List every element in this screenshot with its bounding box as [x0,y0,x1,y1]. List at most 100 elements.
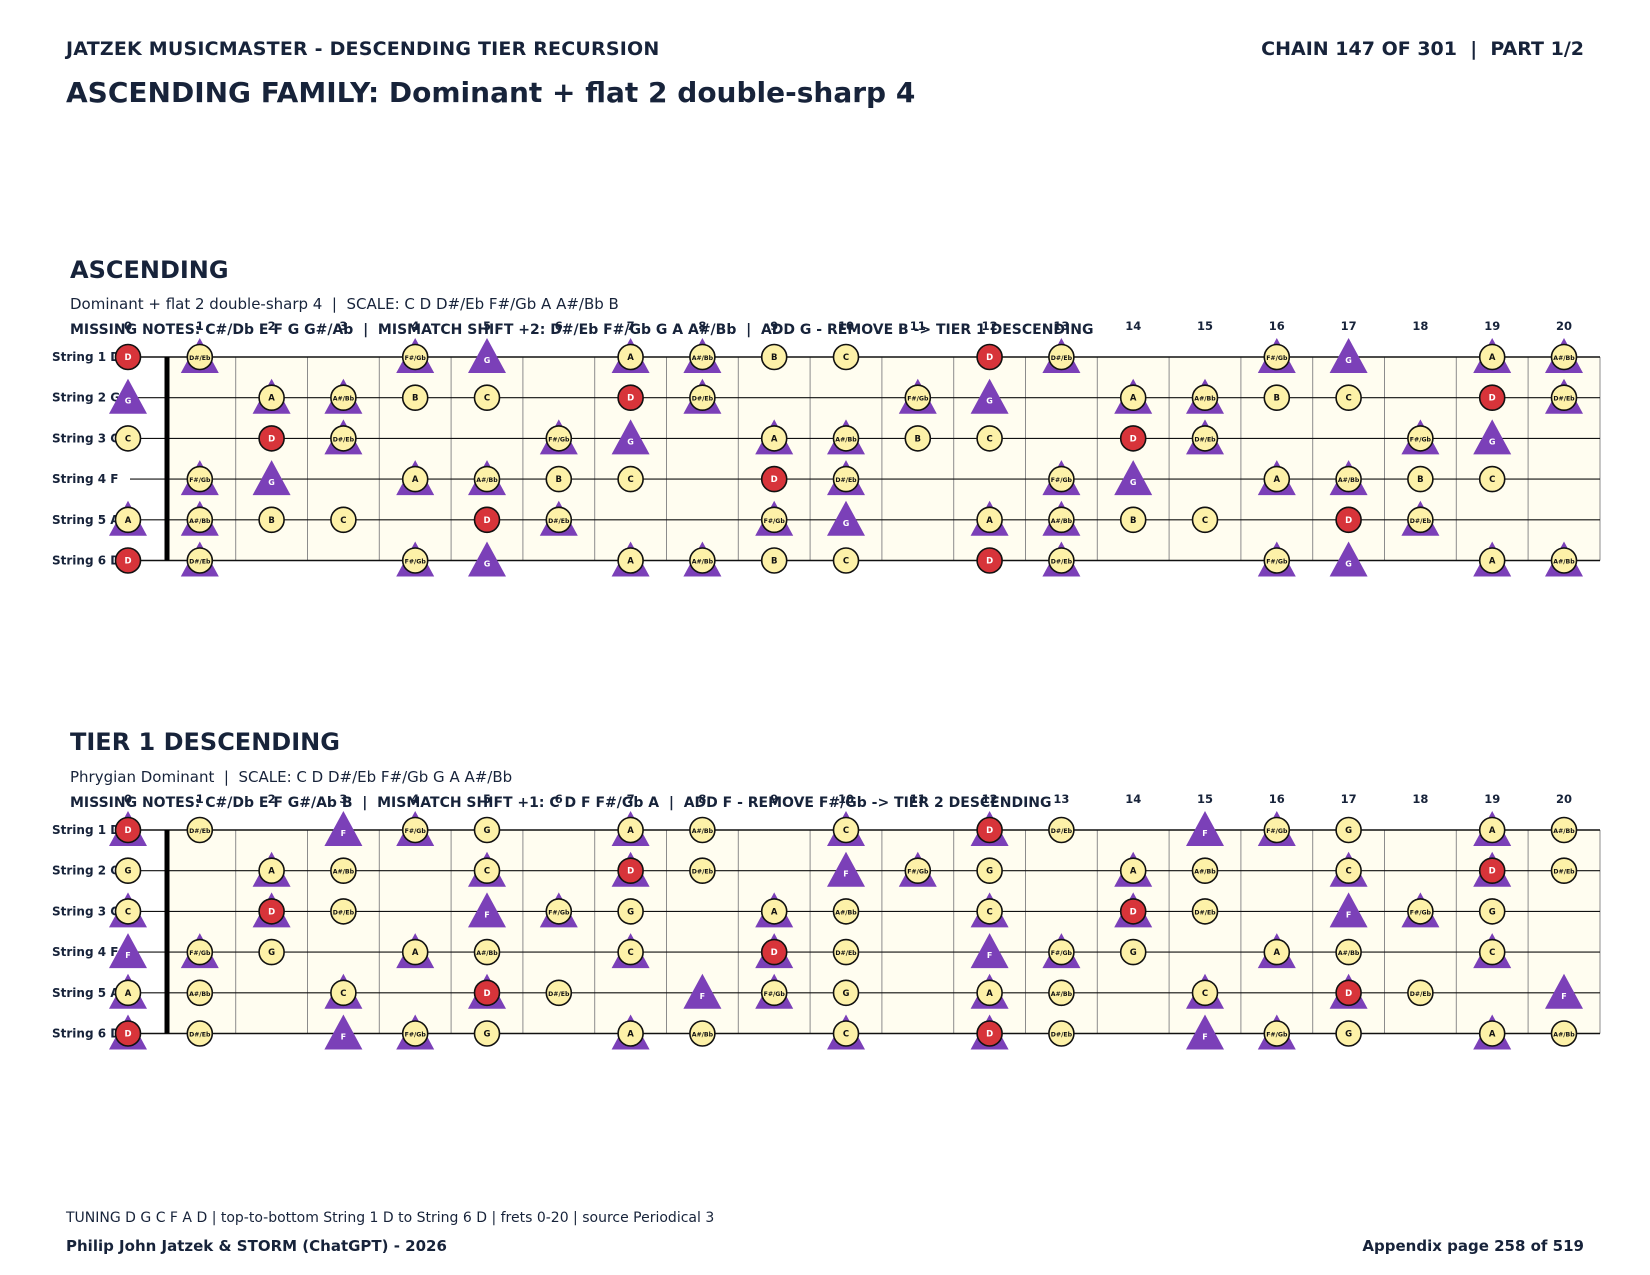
note-label: F#/Gb [764,991,786,998]
note-circle [1048,506,1075,534]
note-marker-d: D [1114,892,1153,928]
note-marker-a: A [611,338,650,373]
note-marker-c: C [109,892,147,928]
note-marker-c: C [611,933,650,969]
note-marker-a: A [1257,933,1296,969]
note-label: G [125,867,132,877]
root-note-circle [1478,857,1506,885]
note-label: G [986,397,993,406]
note-marker-ds-eb: D#/Eb [180,541,219,577]
note-label: A [1130,867,1137,877]
root-note-circle [617,384,644,412]
note-marker-d: D [976,343,1003,371]
note-label: D [1489,867,1496,877]
note-label: D [124,353,131,363]
note-label: A#/Bb [1194,396,1216,403]
section-scale-tier1-descending: Phrygian Dominant | SCALE: C D D#/Eb F#/… [70,768,513,786]
note-label: F#/Gb [405,828,427,835]
note-circle [1407,979,1434,1007]
note-marker-ds-eb: D#/Eb [1191,898,1219,925]
note-label: F#/Gb [1266,355,1288,362]
note-circle [1048,816,1075,844]
note-circle [832,979,860,1007]
note-marker-as-bb: A#/Bb [324,378,363,414]
note-marker-c: C [473,384,501,412]
note-circle [401,1020,429,1047]
note-label: G [1489,907,1496,917]
note-circle [545,465,573,493]
root-note-circle [473,506,501,534]
note-label: D#/Eb [692,396,714,403]
note-circle [186,506,214,534]
note-marker-g: G [617,898,644,925]
mismatch-triangle [1186,1014,1224,1050]
note-label: A#/Bb [189,991,211,998]
note-label: G [1345,560,1352,569]
note-circle [114,898,142,925]
note-label: C [843,826,849,836]
note-marker-d: D [976,547,1003,574]
fret-number: 11 [910,792,926,806]
note-marker-as-bb: A#/Bb [689,1020,716,1047]
note-marker-d: D [109,1014,147,1050]
note-marker-fs-gb: F#/Gb [755,973,794,1009]
note-circle [617,898,644,925]
note-label: F#/Gb [1410,436,1432,443]
note-label: D [483,989,490,999]
note-marker-d: D [1478,384,1506,412]
mismatch-triangle [970,378,1009,414]
note-marker-g: G [473,1020,501,1047]
note-circle [832,465,860,493]
note-marker-c: C [330,506,357,534]
note-circle [186,465,214,493]
fret-number: 4 [411,792,419,806]
note-label: F#/Gb [1051,477,1073,484]
fretboard-ascending: String 1 D String 2 G String 3 C String 4 F… [52,319,1601,577]
note-marker-as-bb: A#/Bb [1186,378,1224,414]
note-label: C [1345,394,1351,404]
note-circle [1335,938,1362,966]
note-label: C [843,353,849,363]
note-marker-f: F [324,811,363,846]
note-label: F#/Gb [405,1032,427,1039]
fret-number: 17 [1341,792,1357,806]
note-circle [832,1020,860,1047]
note-label: A [1489,557,1496,567]
note-marker-a: A [252,851,291,887]
note-circle [617,816,644,844]
note-label: C [1202,516,1208,526]
note-marker-a: A [109,500,147,536]
note-marker-g: G [1478,898,1506,925]
page-number: Appendix page 258 of 519 [1362,1237,1584,1255]
note-label: F#/Gb [548,909,570,916]
note-circle [689,816,716,844]
note-marker-as-bb: A#/Bb [1550,816,1578,844]
note-label: A [627,826,634,836]
note-marker-fs-gb: F#/Gb [1042,933,1081,969]
note-label: D [1130,907,1137,917]
note-circle [1478,816,1506,844]
note-label: D#/Eb [548,518,570,525]
section-missing-tier1-descending: MISSING NOTES: C#/Db E F G#/Ab B | MISMA… [70,795,1052,811]
note-circle [186,1020,214,1047]
fret-number: 6 [555,792,563,806]
note-marker-c: C [617,465,644,493]
fret-number: 20 [1556,792,1572,806]
note-label: F [700,992,705,1001]
note-circle [832,343,860,371]
root-note-circle [473,979,501,1007]
note-circle [976,506,1003,534]
note-marker-g: G [1473,419,1512,455]
note-label: C [340,989,346,999]
note-marker-a: A [755,892,794,928]
note-marker-b: B [1119,506,1147,534]
note-label: A#/Bb [692,355,714,362]
note-label: A#/Bb [476,950,498,957]
note-circle [1048,979,1075,1007]
note-marker-g: G [827,500,865,536]
note-label: C [986,434,992,444]
note-label: F [1346,910,1351,919]
note-marker-a: A [1473,811,1512,846]
fret-number: 10 [838,792,854,806]
note-circle [330,857,357,885]
